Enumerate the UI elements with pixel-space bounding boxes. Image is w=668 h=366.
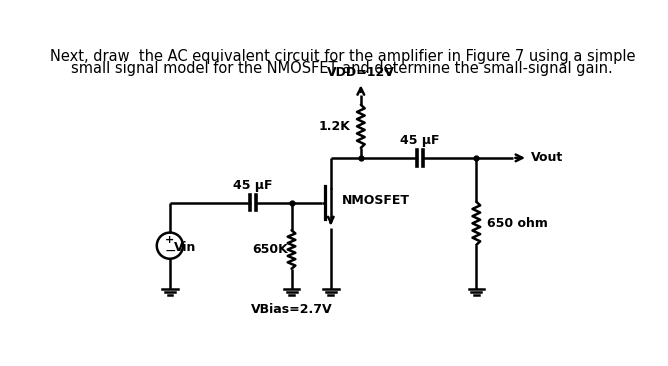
Text: VDD=12V: VDD=12V <box>327 66 395 79</box>
Text: Next, draw  the AC equivalent circuit for the amplifier in Figure 7 using a simp: Next, draw the AC equivalent circuit for… <box>49 49 635 64</box>
Text: NMOSFET: NMOSFET <box>343 194 410 208</box>
Text: 45 μF: 45 μF <box>400 134 440 147</box>
Text: −: − <box>164 244 176 258</box>
Text: 650 ohm: 650 ohm <box>487 217 548 230</box>
Text: 1.2K: 1.2K <box>318 120 350 133</box>
Text: small signal model for the NMOSFET and determine the small-signal gain.: small signal model for the NMOSFET and d… <box>71 61 613 76</box>
Text: Vout: Vout <box>531 152 563 164</box>
Text: VBias=2.7V: VBias=2.7V <box>250 303 333 315</box>
Text: Vin: Vin <box>174 241 196 254</box>
Text: 45 μF: 45 μF <box>233 179 273 192</box>
Text: +: + <box>165 235 174 245</box>
Text: 650K: 650K <box>252 243 288 256</box>
